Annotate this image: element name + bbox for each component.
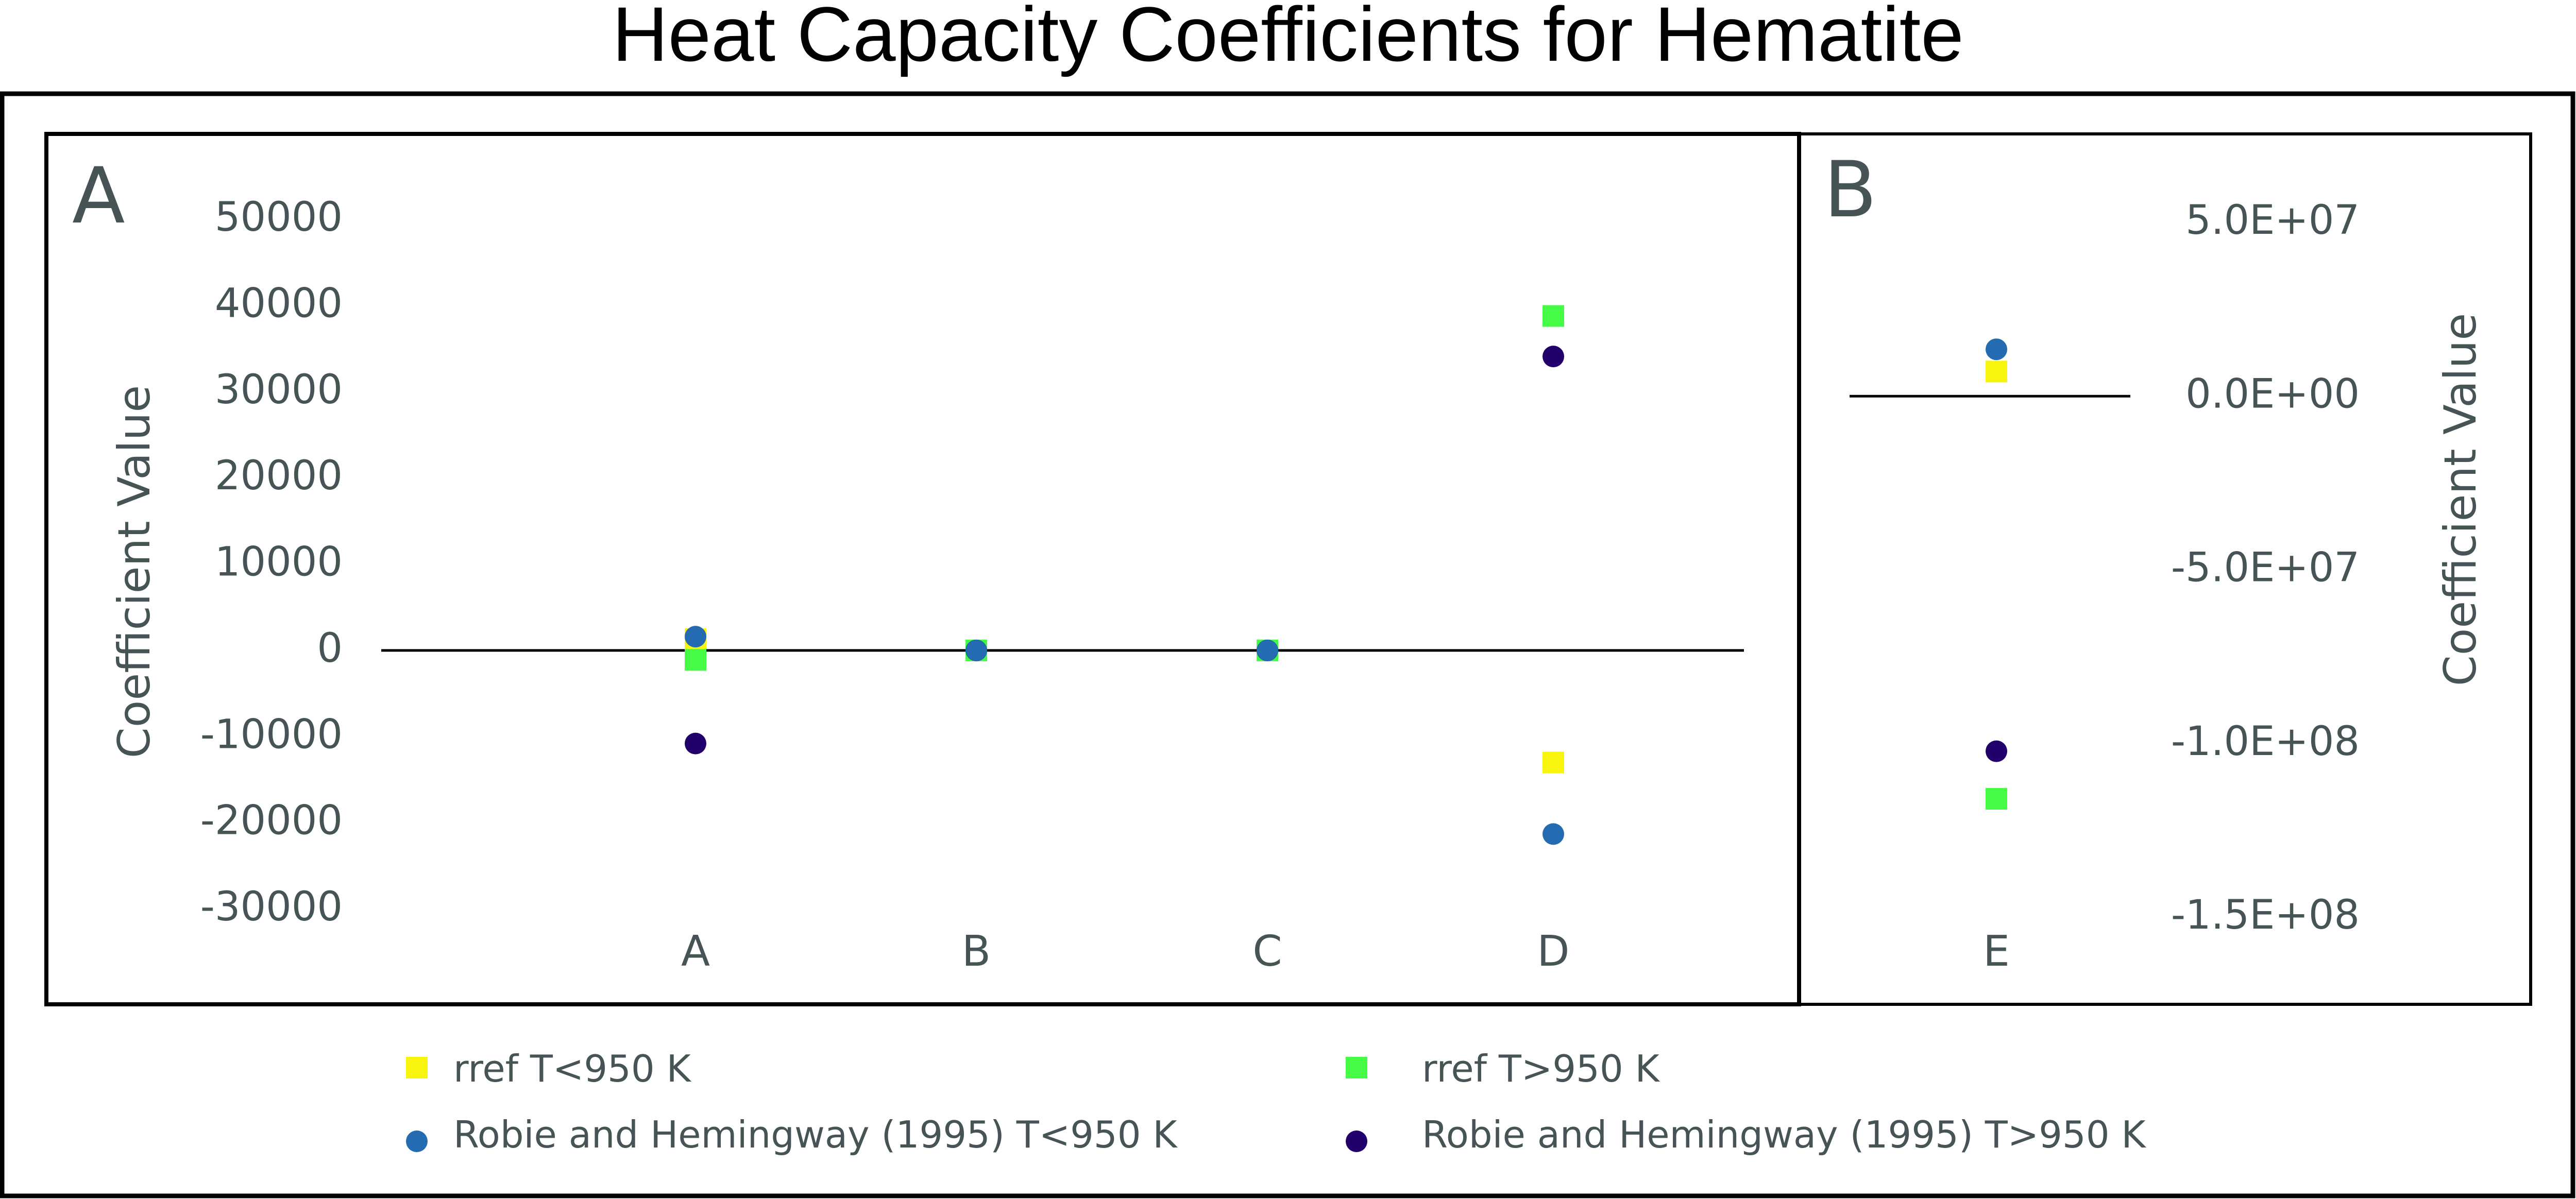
y-tick-label: 10000 bbox=[215, 539, 343, 586]
y-tick-label: -30000 bbox=[200, 884, 343, 930]
data-point-circle-robie-and-hemingway-1995-t-950-k bbox=[685, 732, 706, 755]
y-tick-label: -1.5E+08 bbox=[2171, 892, 2360, 938]
legend: rref T<950 K rref T>950 K Robie and Hemi… bbox=[406, 1047, 2146, 1156]
data-point-circle-robie-and-hemingway-1995-t-950-k bbox=[1257, 639, 1278, 661]
legend-marker-green-square bbox=[1346, 1057, 1367, 1078]
panel-a-y-axis-title: Coefficient Value bbox=[109, 385, 160, 759]
chart-title: Heat Capacity Coefficients for Hematite bbox=[612, 0, 1963, 77]
legend-label: Robie and Hemingway (1995) T>950 K bbox=[1422, 1113, 2146, 1156]
y-tick-label: -1.0E+08 bbox=[2171, 718, 2360, 765]
y-tick-label: 40000 bbox=[215, 280, 343, 327]
x-category-label: A bbox=[681, 927, 710, 976]
panel-a-plot: 50000 40000 30000 20000 10000 0 -10000 -20000 -3… bbox=[200, 194, 1744, 976]
legend-item-robie-above-950: Robie and Hemingway (1995) T>950 K bbox=[1346, 1113, 2146, 1156]
legend-marker-purple-circle bbox=[1346, 1131, 1367, 1152]
legend-label: rref T<950 K bbox=[453, 1047, 692, 1090]
data-point-circle-robie-and-hemingway-1995-t-950-k bbox=[685, 626, 706, 648]
data-point-square-rref-t-950-k bbox=[1986, 361, 2007, 383]
data-point-circle-robie-and-hemingway-1995-t-950-k bbox=[1986, 338, 2007, 361]
y-tick-label: 5.0E+07 bbox=[2185, 197, 2360, 244]
x-category-label: D bbox=[1537, 927, 1569, 976]
y-tick-label: 20000 bbox=[215, 453, 343, 499]
legend-item-robie-below-950: Robie and Hemingway (1995) T<950 K bbox=[406, 1113, 1178, 1156]
legend-label: Robie and Hemingway (1995) T<950 K bbox=[453, 1113, 1178, 1156]
panel-b-label: B bbox=[1824, 145, 1877, 235]
x-category-label: C bbox=[1252, 927, 1282, 976]
data-point-square-rref-t-950-k bbox=[1986, 787, 2007, 810]
y-tick-label: -5.0E+07 bbox=[2171, 545, 2360, 591]
outer-frame bbox=[0, 91, 2575, 1198]
panel-a-label: A bbox=[72, 151, 125, 241]
legend-label: rref T>950 K bbox=[1422, 1047, 1660, 1090]
panel-b-y-axis-title: Coefficient Value bbox=[2435, 313, 2486, 687]
y-tick-label: 0.0E+00 bbox=[2185, 371, 2360, 417]
legend-item-rref-below-950: rref T<950 K bbox=[406, 1047, 692, 1090]
panel-b-plot: 5.0E+07 0.0E+00 -5.0E+07 -1.0E+08 -1.5E+08 E bbox=[1850, 197, 2360, 976]
data-point-circle-robie-and-hemingway-1995-t-950-k bbox=[965, 639, 987, 661]
legend-item-rref-above-950: rref T>950 K bbox=[1346, 1047, 1660, 1090]
y-tick-label: -20000 bbox=[200, 798, 343, 844]
data-point-circle-robie-and-hemingway-1995-t-950-k bbox=[1986, 740, 2007, 762]
y-tick-label: 50000 bbox=[215, 194, 343, 241]
panel-b-frame bbox=[1798, 132, 2532, 1006]
data-point-square-rref-t-950-k bbox=[685, 649, 706, 671]
x-category-label: B bbox=[962, 927, 991, 976]
data-point-circle-robie-and-hemingway-1995-t-950-k bbox=[1543, 823, 1564, 845]
legend-marker-blue-circle bbox=[406, 1131, 428, 1152]
x-category-label: E bbox=[1983, 927, 2010, 976]
y-tick-label: -10000 bbox=[200, 711, 343, 758]
legend-marker-yellow-square bbox=[406, 1057, 428, 1078]
y-tick-label: 30000 bbox=[215, 367, 343, 413]
y-tick-label: 0 bbox=[317, 625, 343, 672]
data-point-square-rref-t-950-k bbox=[1543, 751, 1564, 774]
data-point-square-rref-t-950-k bbox=[1543, 305, 1564, 327]
data-point-circle-robie-and-hemingway-1995-t-950-k bbox=[1543, 346, 1564, 368]
